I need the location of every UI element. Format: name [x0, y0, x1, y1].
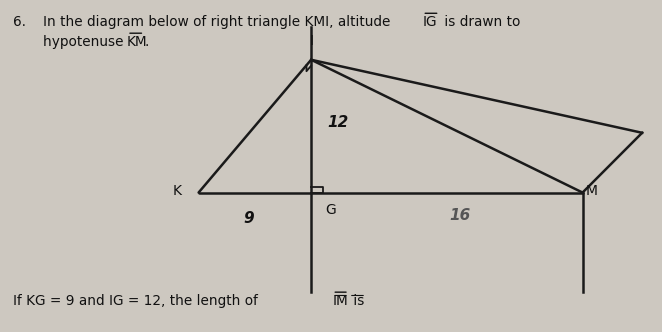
- Text: IM: IM: [332, 294, 348, 308]
- Text: G: G: [326, 203, 336, 217]
- Text: 9: 9: [243, 211, 254, 226]
- Text: is: is: [349, 294, 364, 308]
- Text: KM: KM: [127, 35, 148, 49]
- Text: IG: IG: [422, 15, 437, 29]
- Text: K: K: [173, 184, 182, 198]
- Text: In the diagram below of right triangle KMI, altitude: In the diagram below of right triangle K…: [43, 15, 395, 29]
- Text: M: M: [586, 184, 598, 198]
- Text: I: I: [309, 34, 313, 48]
- Text: 16: 16: [449, 208, 471, 222]
- Text: If KG = 9 and IG = 12, the length of: If KG = 9 and IG = 12, the length of: [13, 294, 263, 308]
- Text: hypotenuse: hypotenuse: [43, 35, 128, 49]
- Text: 6.: 6.: [13, 15, 26, 29]
- Text: is drawn to: is drawn to: [440, 15, 520, 29]
- Text: .: .: [144, 35, 149, 49]
- Text: 12: 12: [328, 115, 349, 130]
